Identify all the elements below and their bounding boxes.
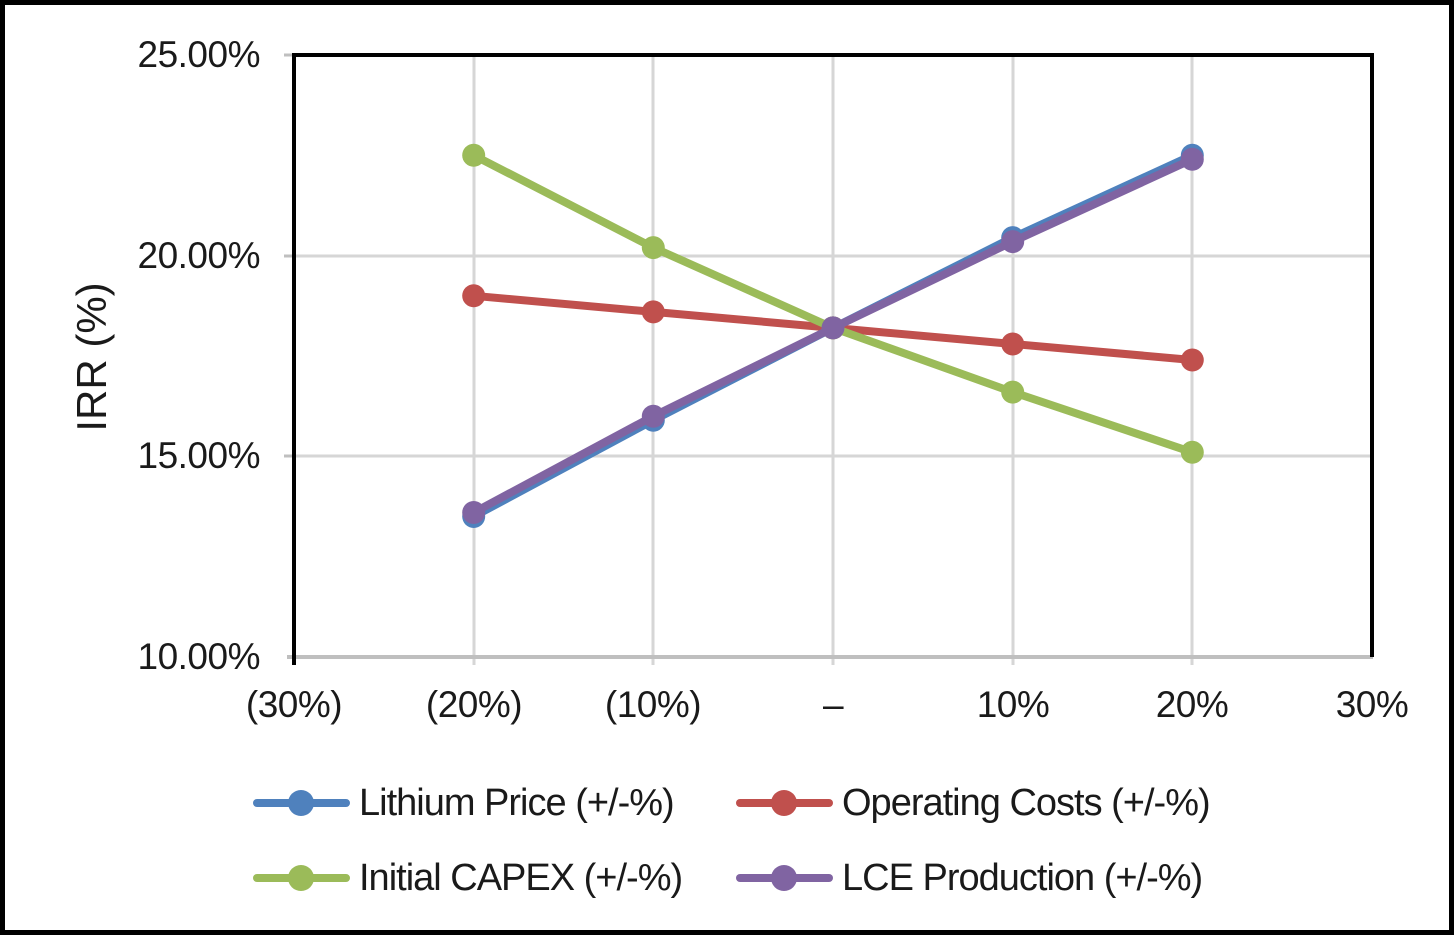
legend-item-operating-costs: Operating Costs (+/-%) bbox=[736, 773, 1211, 833]
data-series-layer bbox=[462, 143, 1204, 528]
y-tick-label-10: 10.00% bbox=[137, 636, 261, 677]
legend-marker-icon bbox=[736, 790, 833, 816]
legend-label-operating-costs: Operating Costs (+/-%) bbox=[842, 781, 1211, 824]
vertical-gridlines bbox=[472, 55, 1194, 665]
legend-label-lce-production: LCE Production (+/-%) bbox=[842, 856, 1203, 899]
plot-border bbox=[292, 53, 1374, 665]
x-tick-label-zero: – bbox=[822, 684, 844, 725]
legend-marker-icon bbox=[253, 790, 350, 816]
x-tick-label-10: 10% bbox=[976, 684, 1050, 725]
y-tick-label-15: 15.00% bbox=[137, 435, 261, 476]
x-tick-label-30: 30% bbox=[1335, 684, 1409, 725]
legend-label-initial-capex: Initial CAPEX (+/-%) bbox=[359, 856, 683, 899]
x-tick-label-neg10: (10%) bbox=[604, 684, 702, 725]
x-tick-label-neg20: (20%) bbox=[425, 684, 523, 725]
x-tick-label-neg30: (30%) bbox=[245, 684, 343, 725]
x-tick-label-20: 20% bbox=[1155, 684, 1229, 725]
y-tick-label-25: 25.00% bbox=[137, 34, 261, 75]
legend-item-lithium-price: Lithium Price (+/-%) bbox=[253, 773, 675, 833]
legend-marker-icon bbox=[253, 865, 350, 891]
legend-item-initial-capex: Initial CAPEX (+/-%) bbox=[253, 848, 683, 908]
legend-item-lce-production: LCE Production (+/-%) bbox=[736, 848, 1203, 908]
legend-marker-icon bbox=[736, 865, 833, 891]
legend-label-lithium-price: Lithium Price (+/-%) bbox=[359, 781, 675, 824]
plot-area bbox=[284, 53, 1374, 665]
y-tick-label-20: 20.00% bbox=[137, 235, 261, 276]
